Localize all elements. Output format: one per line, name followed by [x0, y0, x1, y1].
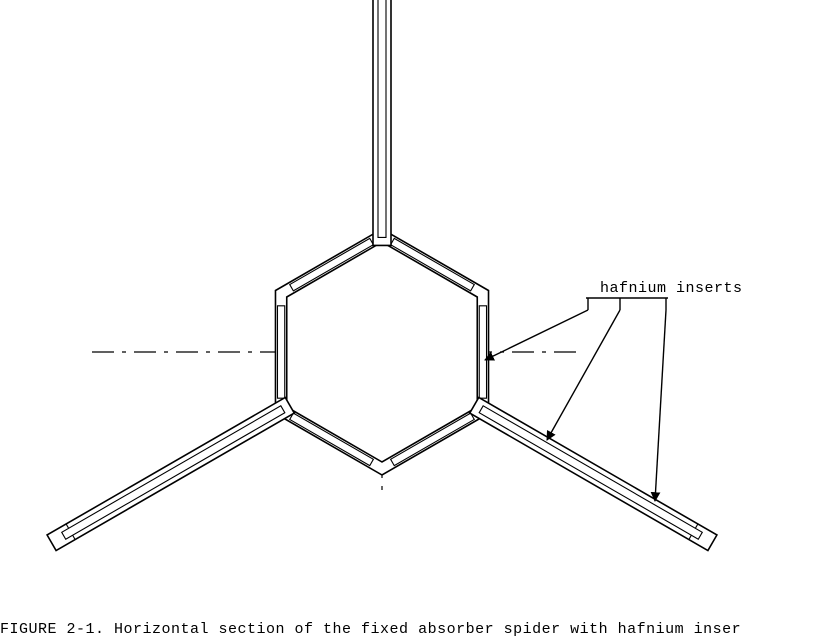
arm-outer	[373, 0, 391, 245]
figure-caption: FIGURE 2-1. Horizontal section of the fi…	[0, 621, 825, 638]
absorber-spider-diagram	[0, 0, 825, 642]
hafnium-inserts-label: hafnium inserts	[600, 280, 743, 297]
